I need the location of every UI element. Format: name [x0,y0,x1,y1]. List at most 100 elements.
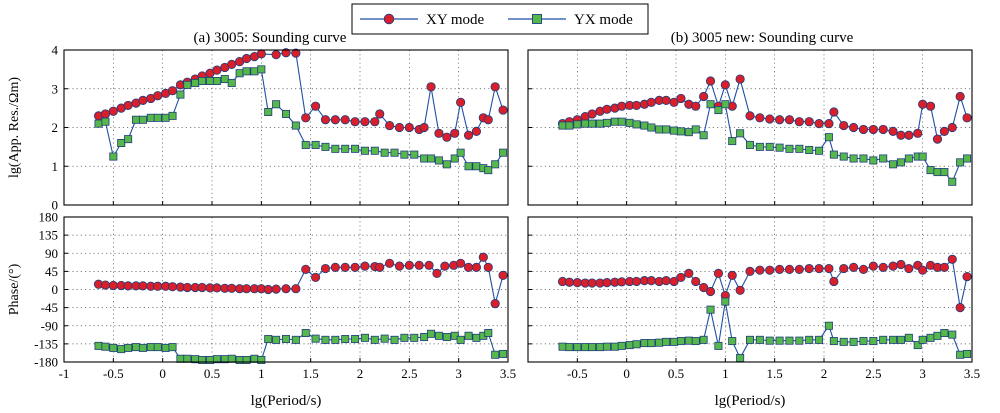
data-point [109,343,118,352]
data-point [484,328,493,337]
data-point [464,162,473,171]
series-yx [94,65,508,175]
data-point [774,115,785,125]
data-point [350,262,360,272]
data-point [176,90,185,99]
data-point [727,270,737,281]
data-point [132,343,141,352]
data-point [351,335,360,344]
data-point [456,97,466,107]
data-point [728,137,737,146]
data-point [785,336,794,345]
data-point [420,333,429,342]
data-point [375,262,385,272]
data-point [918,99,928,109]
y-tick-label: 2 [52,120,59,135]
data-point [691,337,700,346]
data-point [632,340,641,349]
data-point [955,303,965,313]
data-point [795,144,804,153]
data-point [956,350,965,359]
data-point [804,263,814,274]
data-point [904,154,913,163]
data-point [625,118,634,127]
data-point [646,276,656,286]
data-point [640,121,649,130]
data-point [198,355,207,364]
data-point [794,264,804,274]
data-point [879,335,888,344]
data-point [271,284,281,294]
data-point [963,349,972,358]
data-point [256,49,266,59]
data-point [956,158,965,167]
y-tick-label: -180 [34,355,58,370]
data-point [889,160,898,169]
data-point [101,342,110,351]
data-point [896,158,905,167]
data-point [370,117,380,127]
data-point [714,341,723,350]
data-point [212,283,222,293]
data-point [814,263,824,274]
y-tick-label: 135 [39,228,59,243]
plot-frame [527,216,973,363]
data-point [676,272,686,283]
data-point [746,335,755,344]
data-point [450,128,460,138]
data-point [484,166,493,175]
data-point [206,77,215,86]
data-point [426,82,436,92]
data-point [684,336,693,345]
data-point [456,335,465,344]
data-point [394,261,405,271]
data-point [241,53,252,64]
x-tick-label: 1 [722,366,729,381]
data-point [311,140,320,149]
data-point [161,113,170,122]
panel-title: (b) 3005 new: Sounding curve [671,30,854,46]
data-point [640,339,649,348]
data-point [858,124,869,135]
data-point [625,341,634,350]
data-point [360,117,370,127]
y-tick-label: 1 [52,159,59,174]
series-xy [557,74,972,144]
data-point [868,261,878,271]
legend-yx-label: YX mode [574,12,633,28]
y-axis-label: Phase/(°) [7,263,22,315]
data-point [617,101,627,111]
data-point [227,354,236,363]
data-point [829,107,839,117]
data-point [281,109,290,118]
data-point [933,331,942,340]
data-point [182,282,192,293]
y-tick-label: -135 [34,336,58,351]
x-tick-label: -0.5 [567,366,588,381]
data-point [728,337,737,346]
data-point [572,278,582,288]
data-point [896,259,906,270]
data-point [490,298,500,309]
data-point [647,339,656,348]
data-point [775,143,784,152]
data-point [610,117,619,126]
data-point [360,146,369,155]
data-point [720,80,730,90]
data-point [829,276,839,287]
data-point [483,262,493,272]
data-point [904,130,914,140]
data-point [581,343,590,352]
data-point [138,115,147,124]
data-point [242,355,251,364]
data-point [146,113,155,122]
data-point [939,262,949,272]
y-tick-label: 90 [45,246,58,261]
data-point [109,152,118,161]
data-point [617,117,626,126]
data-point [848,262,859,272]
data-point [647,123,656,132]
series-xy [557,254,972,313]
data-point [427,329,436,338]
data-point [450,154,459,163]
